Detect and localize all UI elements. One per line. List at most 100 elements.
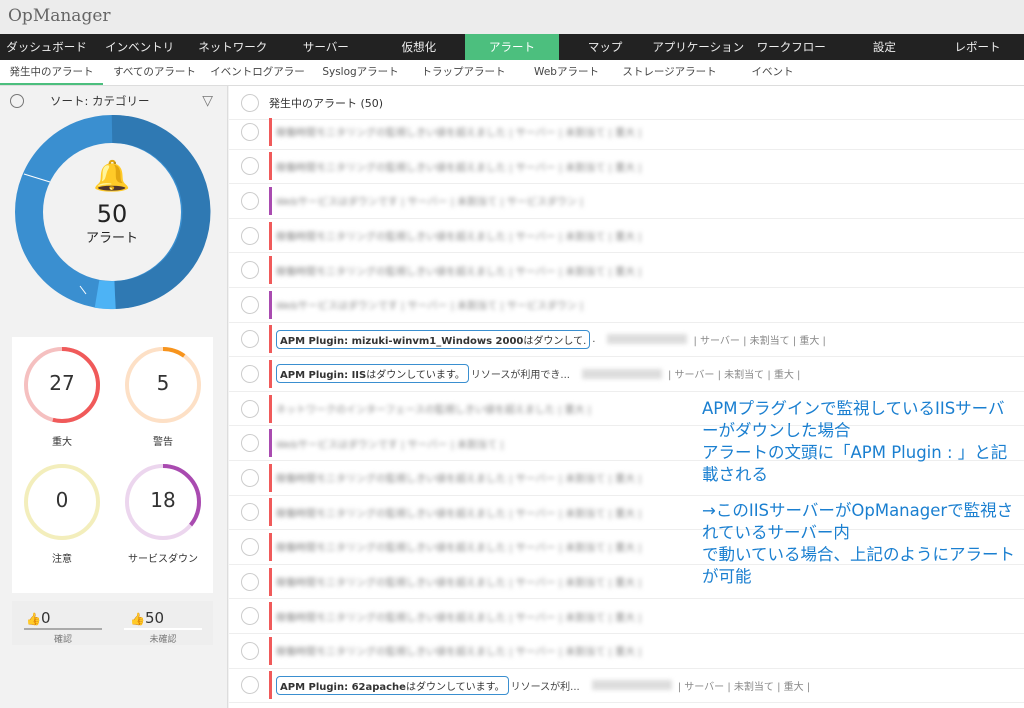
nav-item[interactable]: レポート [954, 40, 1001, 54]
donut-total: 50 [97, 200, 128, 228]
nav-item[interactable]: マップ [587, 40, 623, 54]
nav-item[interactable]: サーバー [302, 40, 349, 54]
row-checkbox[interactable] [241, 572, 259, 591]
sub-tab[interactable]: すべてのアラート [113, 66, 196, 78]
alert-row[interactable]: APM Plugin: IISはダウンしています。 リソースが利用でき... | サ… [229, 357, 1024, 392]
alert-tags: | サーバー | 未割当て | 重大 | [667, 370, 801, 382]
alert-row[interactable]: Webサービスはダウンです | サーバー | 未割当て | サービスダウン | [229, 184, 1024, 219]
severity-bar [269, 325, 272, 354]
row-checkbox[interactable] [241, 641, 259, 660]
alert-message: リソースが利... [510, 681, 580, 693]
annotation-line [702, 486, 1018, 500]
row-checkbox[interactable] [241, 399, 259, 418]
severity-ring[interactable]: 0 注意 [22, 462, 102, 565]
alert-row[interactable]: 稼働時間モニタリングの監視しきい値を超えました | サーバー | 未割当て | … [229, 150, 1024, 185]
sort-label[interactable]: ソート: カテゴリー [50, 94, 150, 108]
row-checkbox[interactable] [241, 191, 259, 210]
nav-item[interactable]: インベントリ [105, 40, 175, 54]
alert-row[interactable]: 稼働時間モニタリングの監視しきい値を超えました | サーバー | 未割当て | … [229, 634, 1024, 669]
alert-row[interactable]: 稼働時間モニタリングの監視しきい値を超えました | サーバー | 未割当て | … [229, 530, 1024, 565]
thumbs-up-icon[interactable]: 👍 [26, 612, 41, 626]
nav-item[interactable]: ダッシュボード [6, 40, 87, 54]
annotation-line: アラートの文頭に「APM Plugin : 」と記載される [702, 443, 1008, 484]
alert-message: . [592, 333, 596, 345]
severity-bar [269, 186, 272, 215]
sub-tab[interactable]: イベント [751, 66, 794, 78]
alert-row[interactable]: Webサービスはダウンです | サーバー | 未割当て | [229, 426, 1024, 461]
alert-row[interactable]: 稼働時間モニタリングの監視しきい値を超えました | サーバー | 未割当て | … [229, 219, 1024, 254]
ack-count[interactable]: 0 [40, 609, 51, 627]
alert-message-blurred: 稼働時間モニタリングの監視しきい値を超えました | サーバー | 未割当て | … [276, 647, 642, 659]
row-checkbox[interactable] [241, 157, 259, 176]
row-checkbox[interactable] [241, 295, 259, 314]
sub-tab[interactable]: Webアラート [534, 66, 599, 78]
row-checkbox[interactable] [241, 676, 259, 695]
alert-row[interactable]: 稼働時間モニタリングの監視しきい値を超えました | サーバー | 未割当て | … [229, 565, 1024, 600]
severity-ring[interactable]: 5 警告 [123, 345, 203, 448]
row-checkbox[interactable] [241, 364, 259, 383]
row-checkbox[interactable] [241, 261, 259, 280]
alert-message-blurred: 稼働時間モニタリングの監視しきい値を超えました | サーバー | 未割当て | … [276, 612, 642, 624]
sub-tab[interactable]: 発生中のアラート [0, 60, 103, 85]
severity-bar [269, 117, 272, 146]
severity-card: 27 重大 5 警告 0 注意 18 サービスダウン [12, 337, 213, 593]
row-checkbox[interactable] [241, 468, 259, 487]
alert-list: 発生中のアラート (50) 稼働時間モニタリングの監視しきい値を超えました | … [229, 86, 1024, 708]
alert-row[interactable]: APM Plugin: 62apacheはダウンしています。 リソースが利... |… [229, 669, 1024, 704]
nav-item[interactable]: アプリケーション [652, 40, 745, 54]
unack-label: 未確認 [149, 635, 177, 645]
alert-row[interactable]: 稼働時間モニタリングの監視しきい値を超えました | サーバー | 未割当て | … [229, 496, 1024, 531]
sub-tab[interactable]: ストレージアラート [622, 66, 717, 78]
clock-icon[interactable] [10, 94, 24, 108]
nav-item[interactable]: ワークフロー [756, 40, 826, 54]
alert-message-blurred: 稼働時間モニタリングの監視しきい値を超えました | サーバー | 未割当て | … [276, 474, 642, 486]
severity-bar [269, 532, 272, 561]
severity-bar [269, 152, 272, 181]
severity-bar [269, 636, 272, 665]
alert-tags: | サーバー | 未割当て | 重大 | [693, 335, 826, 347]
severity-ring[interactable]: 27 重大 [22, 345, 102, 448]
severity-ring[interactable]: 18 サービスダウン [123, 462, 203, 565]
ring-arc [24, 347, 100, 423]
sub-tab[interactable]: トラップアラート [421, 66, 506, 78]
select-all-checkbox[interactable] [241, 93, 259, 112]
row-checkbox[interactable] [241, 434, 259, 453]
severity-bar [269, 567, 272, 596]
annotation-line: APMプラグインで監視しているIISサーバーがダウンした場合 [702, 399, 1005, 440]
thumbs-up-outline-icon[interactable]: 👍 [130, 612, 145, 626]
severity-bar [269, 602, 272, 631]
apm-highlight[interactable]: APM Plugin: 62apacheはダウンしています。 [276, 675, 509, 695]
unack-count[interactable]: 50 [144, 609, 165, 627]
row-checkbox[interactable] [241, 226, 259, 245]
filter-icon[interactable]: ▽ [202, 93, 213, 109]
row-checkbox[interactable] [241, 122, 259, 141]
severity-bar [269, 498, 272, 527]
nav-item[interactable]: 設定 [872, 40, 896, 54]
row-checkbox[interactable] [241, 537, 259, 556]
alert-message-blurred: 稼働時間モニタリングの監視しきい値を超えました | サーバー | 未割当て | … [276, 232, 642, 244]
nav-item[interactable]: 仮想化 [401, 40, 437, 54]
apm-highlight[interactable]: APM Plugin: IISはダウンしています。 [276, 364, 469, 384]
alert-row[interactable]: ネットワークのインターフェースの監視しきい値を超えました | 重大 | [229, 392, 1024, 427]
nav-item[interactable]: ネットワーク [198, 40, 268, 54]
sub-tab[interactable]: Syslogアラート [322, 66, 399, 78]
ring-arc [125, 464, 201, 540]
row-checkbox[interactable] [241, 330, 259, 349]
apm-prefix: APM Plugin: mizuki-winvm1_Windows 2000 [280, 335, 524, 347]
sub-tab[interactable]: イベントログアラート [210, 66, 305, 102]
alert-row[interactable]: 稼働時間モニタリングの監視しきい値を超えました | サーバー | 未割当て | … [229, 461, 1024, 496]
alert-row[interactable]: Webサービスはダウンです | サーバー | 未割当て | サービスダウン | [229, 288, 1024, 323]
alert-row[interactable]: 稼働時間モニタリングの監視しきい値を超えました | サーバー | 未割当て | … [229, 253, 1024, 288]
donut-label: アラート [86, 231, 138, 246]
apm-highlight[interactable]: APM Plugin: mizuki-winvm1_Windows 2000はダ… [276, 329, 591, 349]
alert-row[interactable]: 稼働時間モニタリングの監視しきい値を超えました | サーバー | 未割当て | … [229, 599, 1024, 634]
row-checkbox[interactable] [241, 607, 259, 626]
severity-count: 0 [55, 488, 69, 512]
alert-message-blurred: 稼働時間モニタリングの監視しきい値を超えました | サーバー | 未割当て | … [276, 266, 642, 278]
alert-row[interactable]: 稼働時間モニタリングの監視しきい値を超えました | サーバー | 未割当て | … [229, 115, 1024, 150]
nav-item[interactable]: アラート [465, 34, 559, 60]
severity-count: 27 [49, 371, 75, 395]
alert-row[interactable]: APM Plugin: mizuki-winvm1_Windows 2000はダ… [229, 323, 1024, 358]
row-checkbox[interactable] [241, 503, 259, 522]
